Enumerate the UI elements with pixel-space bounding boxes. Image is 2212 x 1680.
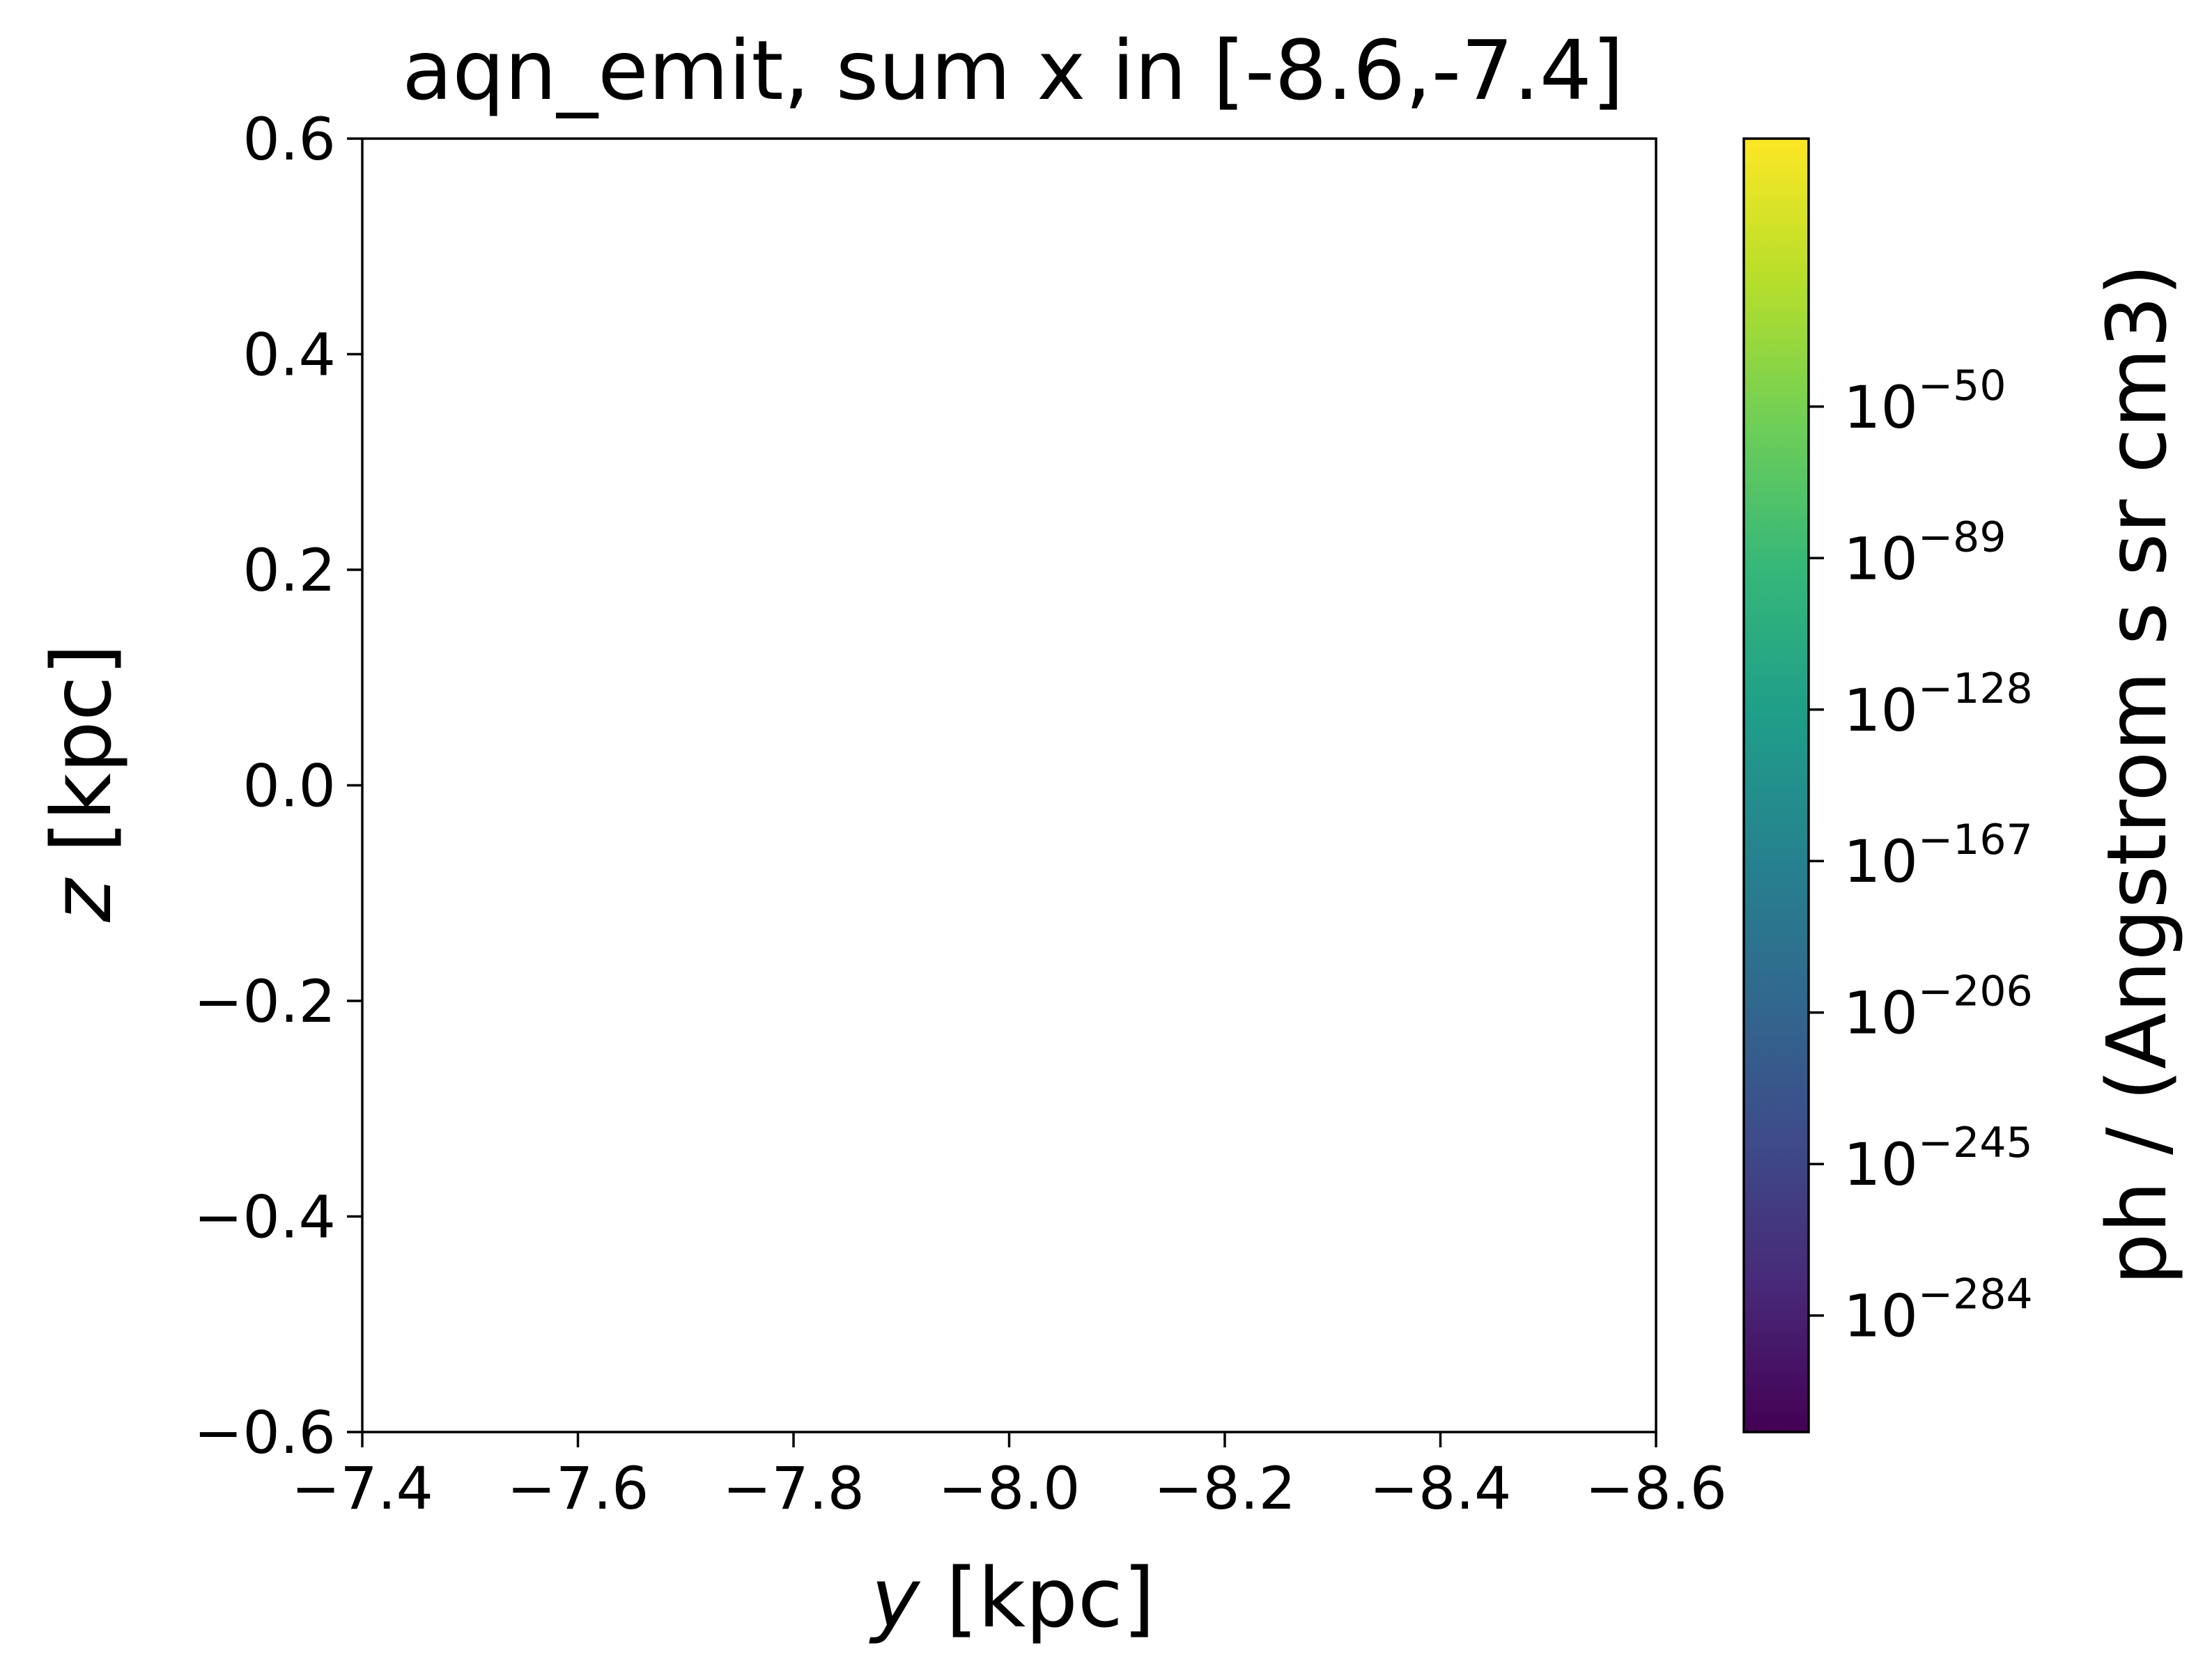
colorbar-tick-label: 10−128 <box>1843 664 2033 745</box>
y-tick-label: −0.6 <box>194 1399 336 1467</box>
x-tick-label: −8.4 <box>1370 1454 1512 1523</box>
x-tick-label: −7.4 <box>291 1454 433 1523</box>
colorbar-tick-exponent: −206 <box>1918 967 2033 1016</box>
colorbar-tick-base: 10 <box>1843 1282 1918 1351</box>
y-tick-label: 0.6 <box>242 105 336 173</box>
colorbar-tick-base: 10 <box>1843 979 1918 1048</box>
y-tick-label: 0.2 <box>242 536 336 605</box>
colorbar-tick-exponent: −245 <box>1918 1119 2033 1167</box>
y-axis-ticks: −0.6 −0.4 −0.2 0.0 0.2 0.4 0.6 <box>194 105 362 1467</box>
colorbar-tick-exponent: −128 <box>1918 664 2033 713</box>
colorbar-tick-base: 10 <box>1843 524 1918 593</box>
x-axis-label: y [kpc] <box>869 1550 1155 1646</box>
x-tick-label: −8.6 <box>1585 1454 1727 1523</box>
x-tick-label: −7.6 <box>507 1454 649 1523</box>
x-axis-label-var: y <box>869 1550 921 1646</box>
colorbar-tick-label: 10−284 <box>1843 1270 2033 1351</box>
x-axis-ticks: −7.4 −7.6 −7.8 −8.0 −8.2 −8.4 −8.6 <box>291 1432 1727 1523</box>
colorbar-tick-exponent: −89 <box>1918 513 2006 561</box>
colorbar-tick-label: 10−206 <box>1843 967 2033 1048</box>
y-tick-label: 0.0 <box>242 752 336 820</box>
x-tick-label: −7.8 <box>722 1454 865 1523</box>
plot-area <box>361 137 1657 1433</box>
y-axis-label: z [kpc] <box>33 644 130 923</box>
colorbar-tick-exponent: −167 <box>1918 816 2033 864</box>
colorbar-tick-label: 10−167 <box>1843 816 2033 896</box>
colorbar <box>1742 137 1810 1433</box>
x-tick-label: −8.0 <box>938 1454 1081 1523</box>
y-axis-label-var: z <box>33 877 130 923</box>
colorbar-tick-base: 10 <box>1843 373 1918 442</box>
colorbar-label: ph / (Angstrom s sr cm3) <box>2089 264 2185 1286</box>
x-tick-label: −8.2 <box>1154 1454 1296 1523</box>
colorbar-tick-exponent: −284 <box>1918 1270 2033 1319</box>
y-tick-label: −0.4 <box>194 1183 336 1252</box>
colorbar-tick-base: 10 <box>1843 827 1918 896</box>
colorbar-tick-label: 10−245 <box>1843 1119 2033 1199</box>
y-axis-label-unit: [kpc] <box>33 644 130 879</box>
y-tick-label: −0.2 <box>194 967 336 1036</box>
y-tick-label: 0.4 <box>242 321 336 389</box>
colorbar-tick-exponent: −50 <box>1918 361 2006 410</box>
colorbar-tick-base: 10 <box>1843 1130 1918 1199</box>
colorbar-tick-label: 10−50 <box>1843 361 2006 442</box>
colorbar-tick-base: 10 <box>1843 676 1918 745</box>
x-axis-label-unit: [kpc] <box>920 1550 1155 1646</box>
chart-title: aqn_emit, sum x in [-8.6,-7.4] <box>402 22 1624 118</box>
colorbar-tick-label: 10−89 <box>1843 513 2006 593</box>
